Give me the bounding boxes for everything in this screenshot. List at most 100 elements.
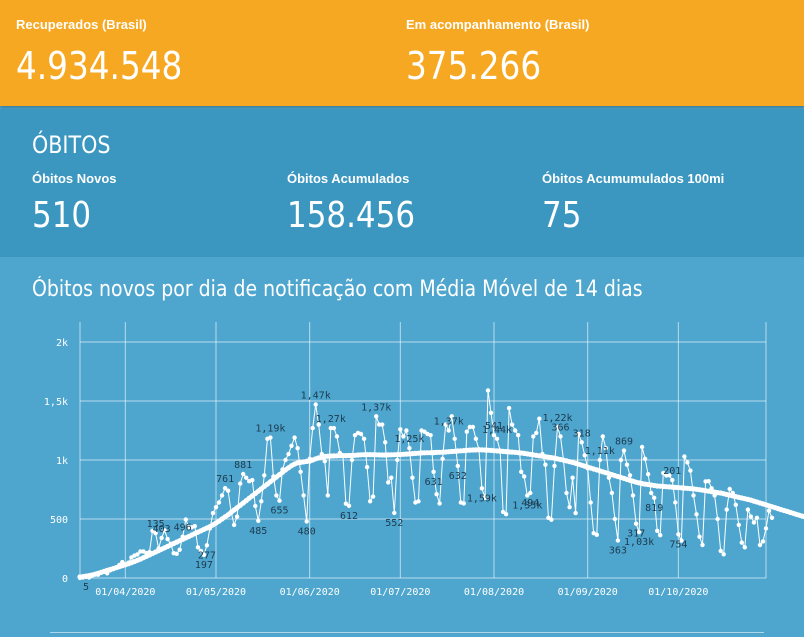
daily-deaths-point [440,456,445,461]
daily-deaths-point [286,451,291,457]
daily-deaths-point [594,532,599,537]
daily-deaths-point [174,551,179,556]
y-tick-label: 1,5k [44,397,68,408]
y-tick-label: 0 [62,574,68,585]
daily-deaths-point [301,493,306,498]
daily-deaths-point [676,532,681,537]
daily-deaths-point [694,512,699,517]
daily-deaths-point [760,539,766,544]
data-label: 1,37k [361,402,391,413]
daily-deaths-point [615,538,621,543]
daily-deaths-point [670,477,675,483]
daily-deaths-point [600,434,605,439]
daily-deaths-point [624,462,630,467]
daily-deaths-point [494,436,500,441]
daily-deaths-point [358,431,364,437]
y-tick-label: 1k [56,456,68,467]
daily-deaths-point [213,505,219,510]
daily-deaths-point [401,434,406,439]
daily-deaths-point [443,422,448,427]
recuperados-value: 4.934.548 [16,44,183,88]
x-tick-label: 01/04/2020 [95,587,155,598]
daily-deaths-point [543,462,548,467]
daily-deaths-point [404,428,409,433]
top-summary-bar: Recuperados (Brasil) 4.934.548 Em acompa… [0,0,804,106]
daily-deaths-point [389,475,394,480]
daily-deaths-point [522,474,527,479]
daily-deaths-point [673,500,678,505]
daily-deaths-point [630,493,636,498]
daily-deaths-point [509,422,515,427]
daily-deaths-point [691,493,696,498]
daily-deaths-point [386,480,391,485]
daily-deaths-point [552,463,557,469]
chart-title: Óbitos novos por dia de notificação com … [32,277,643,302]
obitos-acum100-label: Óbitos Acumumulados 100mi [542,171,725,186]
daily-deaths-point [398,427,403,432]
x-tick-label: 01/06/2020 [280,587,340,598]
daily-deaths-point [570,475,575,480]
daily-deaths-point [298,469,303,474]
daily-deaths-point [721,552,726,557]
daily-deaths-point [491,433,497,438]
daily-deaths-point [470,424,476,430]
daily-deaths-point [238,481,243,486]
daily-deaths-point [736,522,741,528]
obitos-acum100-value: 75 [542,195,582,236]
daily-deaths-point [467,424,472,430]
daily-deaths-point [564,490,569,496]
daily-deaths-point [138,549,143,554]
obitos-acumulados-value: 158.456 [287,195,416,236]
daily-deaths-point [367,499,373,504]
acompanhamento-label: Em acompanhamento (Brasil) [406,17,590,32]
data-label: 1,44k [482,425,512,436]
daily-deaths-point [473,436,479,441]
y-tick-label: 2k [56,338,68,349]
daily-deaths-point [606,475,612,480]
daily-deaths-point [766,508,772,513]
daily-deaths-point [349,457,355,463]
daily-deaths-point [292,435,297,440]
acompanhamento-value: 375.266 [406,44,542,88]
daily-deaths-point [183,517,188,522]
daily-deaths-point [582,453,587,458]
daily-deaths-point [198,548,204,554]
daily-deaths-point [700,542,705,548]
data-label: 403 [153,524,171,535]
obitos-panel: ÓBITOS Óbitos Novos 510 Óbitos Acumulado… [0,109,804,257]
daily-deaths-point [500,509,506,515]
daily-deaths-point [331,425,337,431]
bottom-divider [50,632,764,633]
data-label: 496 [174,523,192,534]
daily-deaths-point [679,538,684,543]
chart-section: Óbitos novos por dia de notificação com … [0,257,804,637]
daily-deaths-point [204,543,210,548]
daily-deaths-point [234,514,240,519]
daily-deaths-point [724,507,729,512]
daily-deaths-point [558,434,563,439]
daily-deaths-point [310,425,315,431]
daily-deaths-point [370,494,376,499]
daily-deaths-point [452,436,457,441]
obitos-novos-value: 510 [32,195,92,236]
daily-deaths-point [633,521,639,526]
daily-deaths-point [649,490,654,496]
daily-deaths-point [256,518,261,523]
daily-deaths-point [210,510,216,516]
data-label: 318 [573,428,591,439]
data-label: 552 [385,518,403,529]
data-label: 201 [663,466,681,477]
daily-deaths-point [289,443,294,448]
daily-deaths-point [639,444,645,450]
data-label: 1,47k [301,391,331,402]
daily-deaths-point [573,510,578,516]
data-label: 277 [198,550,216,561]
daily-deaths-point [688,468,693,473]
daily-deaths-point [277,498,282,503]
daily-deaths-point [374,414,379,419]
daily-deaths-point [645,472,651,477]
daily-deaths-point [636,529,642,535]
data-label: 819 [645,503,663,514]
daily-deaths-point [231,522,237,528]
